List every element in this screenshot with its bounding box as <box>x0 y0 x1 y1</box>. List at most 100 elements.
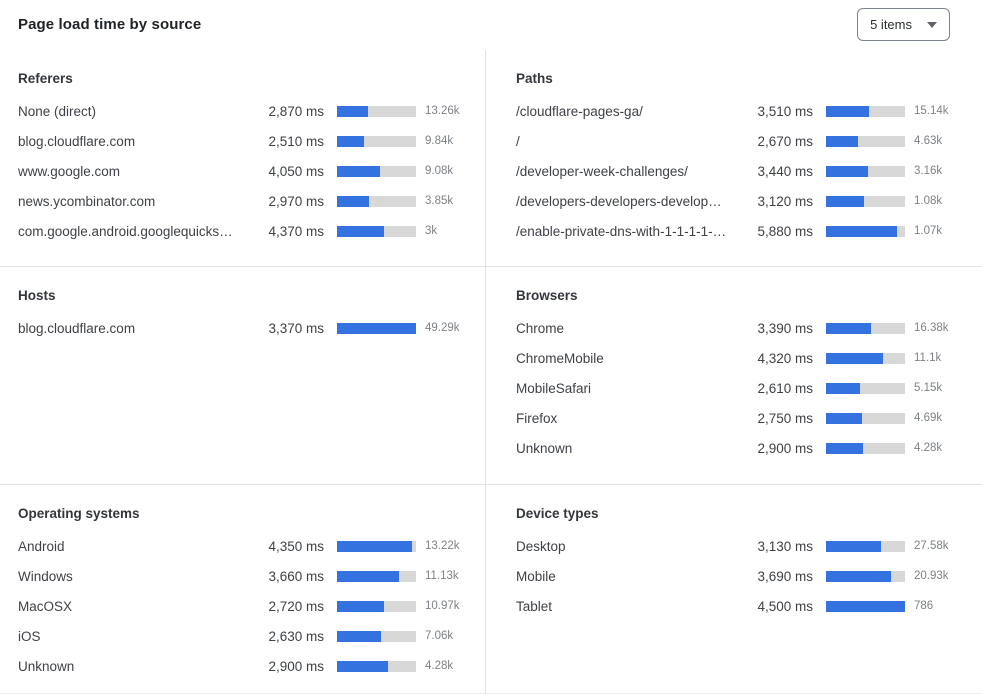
metric-row: /developers-developers-developers/3,120 … <box>516 186 968 216</box>
metric-row: None (direct) 2,870 ms 13.26k <box>18 96 479 126</box>
load-time-bar-fill <box>826 322 872 334</box>
row-label: Windows <box>18 568 73 584</box>
panel-title-device-types: Device types <box>516 506 599 521</box>
row-load-time: 2,670 ms <box>757 133 813 149</box>
row-label: Tablet <box>516 598 553 614</box>
items-count-value: 5 items <box>870 17 912 32</box>
row-load-time: 2,900 ms <box>757 440 813 456</box>
row-label: MobileSafari <box>516 380 592 396</box>
row-load-time: 3,370 ms <box>268 320 324 336</box>
row-load-time: 2,610 ms <box>757 380 813 396</box>
load-time-bar <box>337 630 416 642</box>
load-time-bar-fill <box>337 105 368 117</box>
row-count: 5.15k <box>914 382 943 394</box>
load-time-bar-fill <box>826 412 862 424</box>
metric-row: Tablet 4,500 ms 786 <box>516 591 968 621</box>
load-time-bar <box>826 105 905 117</box>
metric-row: MacOSX 2,720 ms 10.97k <box>18 591 479 621</box>
metric-row: iOS 2,630 ms 7.06k <box>18 621 479 651</box>
items-count-select[interactable]: 5 items <box>857 8 950 41</box>
row-count: 16.38k <box>914 322 949 334</box>
row-label: / <box>516 133 520 149</box>
row-load-time: 3,440 ms <box>757 163 813 179</box>
panel-paths: Paths/cloudflare-pages-ga/3,510 ms 15.14k… <box>486 50 982 267</box>
row-load-time: 3,510 ms <box>757 103 813 119</box>
row-count: 10.97k <box>425 600 460 612</box>
row-label: Desktop <box>516 538 566 554</box>
load-time-bar-fill <box>826 352 883 364</box>
panel-rows-device-types: Desktop 3,130 ms 27.58k Mobile 3,690 ms 20.93… <box>516 531 968 621</box>
row-load-time: 2,630 ms <box>268 628 324 644</box>
row-load-time: 3,130 ms <box>757 538 813 554</box>
row-count: 4.28k <box>914 442 943 454</box>
metric-row: MobileSafari 2,610 ms 5.15k <box>516 373 968 403</box>
panel-browsers: Browsers Chrome 3,390 ms 16.38k ChromeMobile… <box>486 267 982 485</box>
row-count: 4.69k <box>914 412 943 424</box>
load-time-bar-fill <box>337 225 385 237</box>
load-time-bar-fill <box>826 105 870 117</box>
load-time-bar-fill <box>337 322 416 334</box>
metric-row: Unknown 2,900 ms 4.28k <box>18 651 479 681</box>
load-time-bar <box>337 105 416 117</box>
row-label: blog.cloudflare.com <box>18 133 136 149</box>
panel-device-types: Device types Desktop 3,130 ms 27.58k Mobile 3… <box>486 485 982 694</box>
row-load-time: 2,510 ms <box>268 133 324 149</box>
row-label: /developer-week-challenges/ <box>516 163 688 179</box>
load-time-bar-fill <box>826 135 859 147</box>
metric-row: / 2,670 ms 4.63k <box>516 126 968 156</box>
load-time-bar <box>826 442 905 454</box>
row-label: /cloudflare-pages-ga/ <box>516 103 643 119</box>
row-label: MacOSX <box>18 598 73 614</box>
load-time-bar <box>826 195 905 207</box>
panel-rows-browsers: Chrome 3,390 ms 16.38k ChromeMobile 4,320 ms… <box>516 313 968 463</box>
row-load-time: 4,050 ms <box>268 163 324 179</box>
metric-row: news.ycombinator.com 2,970 ms 3.85k <box>18 186 479 216</box>
page-title: Page load time by source <box>18 16 202 33</box>
row-count: 3.85k <box>425 195 454 207</box>
row-count: 9.84k <box>425 135 454 147</box>
row-load-time: 2,970 ms <box>268 193 324 209</box>
panels-grid: Referers None (direct) 2,870 ms 13.26k blog.… <box>0 50 982 694</box>
row-load-time: 4,350 ms <box>268 538 324 554</box>
metric-row: Chrome 3,390 ms 16.38k <box>516 313 968 343</box>
row-load-time: 4,500 ms <box>757 598 813 614</box>
load-time-bar-fill <box>337 135 364 147</box>
load-time-bar <box>337 195 416 207</box>
load-time-bar-fill <box>337 660 388 672</box>
load-time-bar-fill <box>826 225 898 237</box>
load-time-bar-fill <box>337 570 400 582</box>
row-load-time: 2,720 ms <box>268 598 324 614</box>
row-label: news.ycombinator.com <box>18 193 156 209</box>
load-time-bar-fill <box>826 382 860 394</box>
row-load-time: 2,870 ms <box>268 103 324 119</box>
row-load-time: 3,120 ms <box>757 193 813 209</box>
row-label: Firefox <box>516 410 558 426</box>
metric-row: Android 4,350 ms 13.22k <box>18 531 479 561</box>
panel-rows-operating-systems: Android 4,350 ms 13.22k Windows 3,660 ms 11.1… <box>18 531 479 681</box>
row-load-time: 5,880 ms <box>757 223 813 239</box>
load-time-bar <box>826 412 905 424</box>
metric-row: Firefox 2,750 ms 4.69k <box>516 403 968 433</box>
row-count: 20.93k <box>914 570 949 582</box>
row-label: www.google.com <box>18 163 121 179</box>
load-time-bar <box>337 165 416 177</box>
load-time-bar-fill <box>337 600 384 612</box>
row-count: 4.63k <box>914 135 943 147</box>
row-label: iOS <box>18 628 41 644</box>
row-label: Android <box>18 538 65 554</box>
load-time-bar <box>826 225 905 237</box>
load-time-bar-fill <box>337 630 382 642</box>
widget-header: Page load time by source 5 items <box>0 0 982 50</box>
load-time-bar-fill <box>337 540 413 552</box>
load-time-bar <box>337 135 416 147</box>
row-label: Mobile <box>516 568 556 584</box>
row-label: Chrome <box>516 320 565 336</box>
row-count: 49.29k <box>425 322 460 334</box>
panel-hosts: Hosts blog.cloudflare.com 3,370 ms 49.29k <box>0 267 486 485</box>
metric-row: com.google.android.googlequicksearc... 4,… <box>18 216 479 246</box>
row-count: 27.58k <box>914 540 949 552</box>
row-count: 9.08k <box>425 165 454 177</box>
row-count: 11.13k <box>425 570 459 582</box>
row-count: 15.14k <box>914 105 949 117</box>
row-count: 3k <box>425 225 438 237</box>
